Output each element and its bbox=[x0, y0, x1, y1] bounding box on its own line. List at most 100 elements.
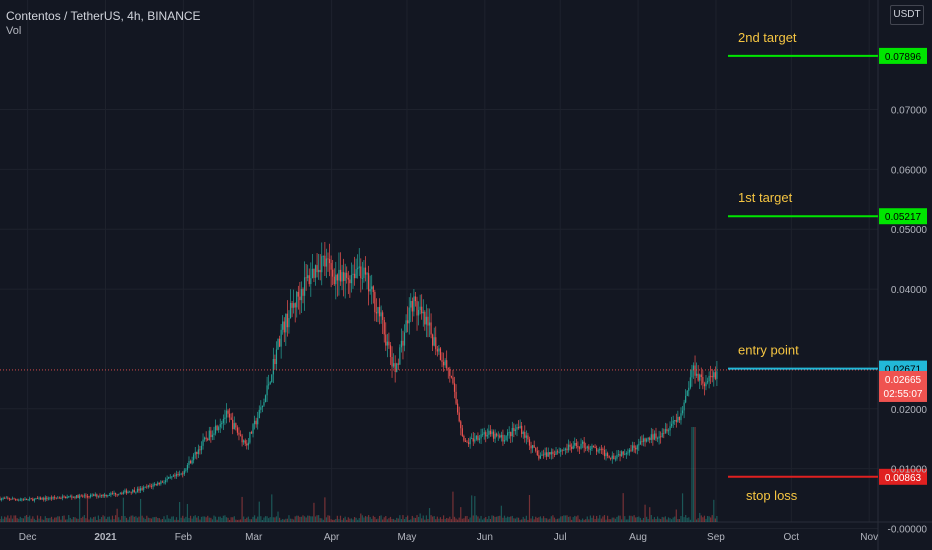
candle bbox=[496, 433, 498, 436]
volume-bar bbox=[196, 517, 198, 522]
volume-bar bbox=[483, 518, 485, 522]
volume-bar bbox=[671, 519, 673, 522]
candle bbox=[697, 373, 699, 381]
currency-button[interactable]: USDT bbox=[890, 5, 924, 25]
volume-bar bbox=[371, 518, 373, 522]
candle bbox=[119, 493, 121, 495]
candle bbox=[538, 455, 540, 459]
candle bbox=[672, 420, 674, 424]
candle bbox=[397, 363, 399, 365]
volume-bar bbox=[328, 515, 331, 522]
level-price-tag bbox=[879, 47, 927, 64]
volume-bar bbox=[5, 517, 7, 522]
candle bbox=[280, 329, 282, 347]
volume-bar bbox=[341, 519, 343, 522]
volume-indicator-label[interactable]: Vol bbox=[6, 25, 22, 37]
volume-bar bbox=[222, 515, 224, 522]
volume-bar bbox=[29, 515, 31, 522]
volume-bar bbox=[610, 519, 612, 522]
volume-bar bbox=[614, 518, 616, 522]
candle bbox=[669, 426, 671, 431]
volume-bar bbox=[441, 519, 443, 522]
candle bbox=[227, 410, 229, 414]
candle bbox=[461, 428, 463, 436]
volume-bar bbox=[18, 518, 20, 522]
volume-bar bbox=[488, 515, 490, 522]
volume-bar bbox=[556, 518, 559, 522]
candle bbox=[711, 376, 713, 378]
volume-bar bbox=[396, 517, 398, 522]
volume-bar bbox=[135, 516, 137, 522]
volume-bar bbox=[40, 516, 42, 522]
candle bbox=[293, 303, 295, 308]
volume-bar bbox=[343, 518, 345, 522]
volume-bar bbox=[110, 519, 112, 522]
volume-bar bbox=[368, 515, 370, 522]
volume-bar bbox=[314, 516, 317, 522]
candle bbox=[627, 452, 629, 454]
volume-bar bbox=[430, 515, 432, 522]
candle bbox=[408, 307, 410, 324]
volume-bar bbox=[60, 519, 62, 522]
volume-bar bbox=[407, 515, 409, 522]
volume-bar bbox=[275, 516, 278, 522]
candle bbox=[4, 498, 6, 499]
candle bbox=[150, 485, 153, 487]
volume-bar bbox=[89, 517, 92, 522]
candle bbox=[147, 485, 149, 487]
candle bbox=[488, 430, 490, 436]
candle bbox=[338, 269, 340, 281]
volume-bar bbox=[216, 519, 218, 522]
candle bbox=[647, 437, 649, 440]
volume-bar bbox=[452, 491, 454, 522]
candle bbox=[30, 498, 32, 500]
volume-bar bbox=[146, 515, 148, 522]
volume-bar bbox=[492, 515, 495, 522]
candle bbox=[349, 279, 351, 284]
candle bbox=[507, 432, 509, 436]
candle bbox=[513, 427, 515, 432]
volume-bar bbox=[105, 518, 107, 522]
candle bbox=[646, 439, 648, 442]
volume-bar bbox=[485, 517, 487, 522]
candle bbox=[591, 445, 593, 449]
candle bbox=[130, 491, 132, 493]
candle bbox=[228, 413, 231, 418]
volume-bar bbox=[296, 515, 298, 522]
candle bbox=[399, 347, 401, 365]
candle bbox=[486, 435, 488, 437]
candle bbox=[277, 338, 279, 350]
volume-bar bbox=[97, 515, 99, 522]
volume-bar bbox=[639, 517, 641, 522]
volume-bar bbox=[460, 507, 462, 522]
candle bbox=[624, 454, 626, 456]
candle bbox=[402, 340, 404, 346]
volume-bar bbox=[541, 518, 543, 522]
candle bbox=[444, 360, 446, 366]
volume-bar bbox=[675, 509, 677, 522]
candle bbox=[667, 430, 670, 432]
candle bbox=[661, 432, 663, 437]
volume-bar bbox=[11, 518, 14, 522]
volume-bar bbox=[522, 516, 524, 522]
volume-bar bbox=[425, 515, 427, 522]
candle bbox=[619, 454, 621, 457]
volume-bar bbox=[419, 513, 421, 522]
volume-bar bbox=[180, 517, 182, 522]
volume-bar bbox=[52, 519, 54, 522]
volume-bar bbox=[681, 493, 684, 522]
volume-bar bbox=[58, 516, 60, 522]
candle bbox=[18, 499, 20, 501]
candle bbox=[716, 371, 718, 379]
volume-bar bbox=[496, 516, 498, 522]
candle bbox=[72, 496, 75, 498]
volume-bar bbox=[86, 496, 89, 522]
volume-bar bbox=[691, 427, 693, 522]
volume-bar bbox=[64, 519, 67, 522]
volume-bar bbox=[283, 519, 285, 522]
candle bbox=[154, 483, 156, 485]
candle bbox=[450, 376, 452, 378]
candle bbox=[318, 269, 320, 273]
candle bbox=[394, 363, 396, 372]
